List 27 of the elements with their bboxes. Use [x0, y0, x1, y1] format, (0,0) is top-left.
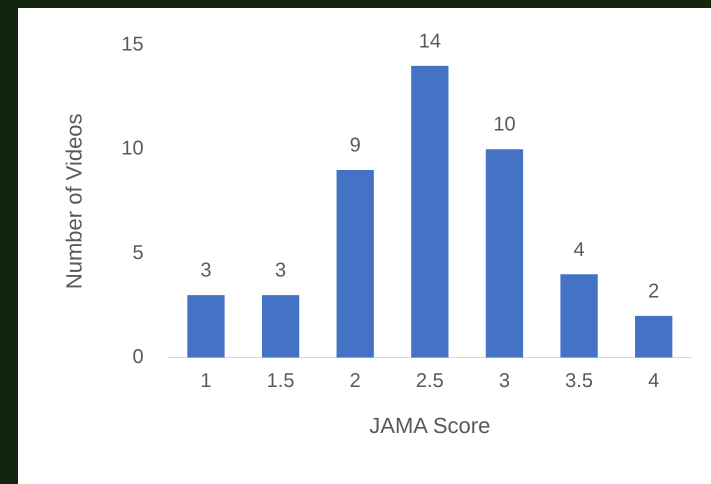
- bar: [635, 316, 672, 358]
- y-tick-label: 10: [121, 138, 144, 160]
- x-tick-label: 2.5: [416, 370, 444, 392]
- data-label: 14: [418, 30, 441, 52]
- x-tick-label: 2: [350, 370, 361, 392]
- bar: [262, 295, 300, 358]
- y-tick-label: 15: [121, 34, 144, 56]
- y-tick-label: 5: [132, 242, 144, 264]
- data-label: 3: [275, 260, 286, 282]
- x-tick-label: 1.5: [266, 370, 294, 392]
- data-label: 4: [574, 238, 585, 261]
- data-label: 2: [648, 280, 660, 302]
- y-tick-label: 0: [132, 346, 144, 368]
- bar: [336, 170, 374, 358]
- bar: [560, 274, 598, 358]
- x-axis-title: JAMA Score: [369, 412, 490, 438]
- x-tick-label: 1: [200, 370, 212, 392]
- x-tick-label: 3: [498, 370, 510, 392]
- bar: [187, 295, 225, 358]
- bar: [486, 149, 524, 358]
- data-label: 9: [350, 134, 361, 157]
- x-tick-label: 3.5: [565, 370, 593, 392]
- y-axis-title: Number of Videos: [61, 113, 86, 290]
- data-label: 10: [493, 114, 516, 136]
- x-tick-label: 4: [648, 370, 660, 392]
- bar: [411, 66, 448, 358]
- data-label: 3: [200, 260, 212, 282]
